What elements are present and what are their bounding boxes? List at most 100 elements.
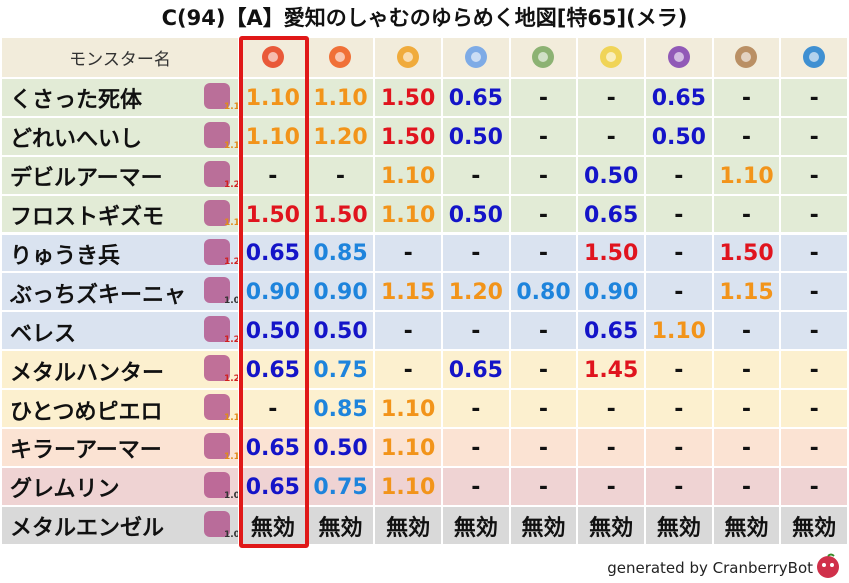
element-icon bbox=[441, 38, 509, 77]
value-cell: - bbox=[779, 390, 847, 429]
monster-name: ひとつめピエロ bbox=[10, 399, 163, 425]
monster-name: りゅうき兵 bbox=[10, 243, 121, 269]
value-cell: 0.50 bbox=[305, 312, 374, 352]
value-cell: - bbox=[441, 234, 509, 274]
value-cell: - bbox=[644, 429, 712, 468]
value-cell: 0.65 bbox=[238, 429, 306, 468]
element-glyph bbox=[532, 46, 555, 69]
element-glyph bbox=[261, 46, 284, 69]
value-cell: - bbox=[305, 156, 374, 196]
table-row: グレムリン 1.0 0.65 0.75 1.10- - - - - - bbox=[2, 465, 847, 507]
value-cell: 無効 bbox=[644, 506, 712, 546]
value-cell: 0.50 bbox=[576, 156, 644, 196]
value-cell: - bbox=[711, 390, 780, 429]
value-cell: 1.50 bbox=[305, 195, 374, 235]
table-row: ひとつめピエロ 1.1-0.85 1.10- - - - - - bbox=[2, 388, 847, 429]
monster-name: どれいへいし bbox=[10, 127, 143, 153]
value-cell: - bbox=[441, 429, 509, 468]
monster-name: くさった死体 bbox=[10, 88, 143, 114]
value-cell: - bbox=[779, 429, 847, 468]
value-cell: 1.15 bbox=[373, 273, 441, 313]
value-cell: - bbox=[441, 312, 509, 352]
value-cell: - bbox=[644, 234, 712, 274]
value-cell: 無効 bbox=[779, 506, 847, 546]
monster-icon bbox=[204, 394, 230, 421]
multiplier-badge: 1.2 bbox=[224, 374, 240, 385]
value-cell: - bbox=[711, 467, 780, 507]
element-glyph bbox=[735, 46, 758, 69]
bot-icon bbox=[817, 553, 839, 578]
multiplier-badge: 1.1 bbox=[224, 451, 240, 462]
value-cell: - bbox=[644, 156, 712, 196]
value-cell: 1.10 bbox=[373, 429, 441, 468]
value-cell: 無効 bbox=[576, 506, 644, 546]
value-cell: - bbox=[373, 234, 441, 274]
table-row: くさった死体 1.1 1.10 1.10 1.50 0.65- -0.65- - bbox=[2, 76, 847, 118]
element-glyph bbox=[329, 46, 352, 69]
table-row: どれいへいし 1.1 1.10 1.20 1.50 0.50- -0.50- - bbox=[2, 115, 847, 157]
monster-icon bbox=[204, 121, 230, 148]
value-cell: - bbox=[779, 78, 847, 118]
value-cell: - bbox=[779, 234, 847, 274]
value-cell: 無効 bbox=[305, 506, 374, 546]
value-cell: 1.50 bbox=[373, 117, 441, 157]
table-row: フロストギズモ 1.1 1.50 1.50 1.10 0.50-0.65- - - bbox=[2, 193, 847, 235]
multiplier-badge: 1.1 bbox=[224, 101, 240, 112]
monster-name: メタルハンター bbox=[10, 360, 165, 386]
value-cell: - bbox=[576, 429, 644, 468]
value-cell: - bbox=[711, 429, 780, 468]
value-cell: 1.15 bbox=[711, 273, 780, 313]
element-icon bbox=[238, 38, 306, 77]
value-cell: - bbox=[508, 234, 577, 274]
value-cell: - bbox=[238, 390, 306, 429]
value-cell: - bbox=[508, 390, 577, 429]
value-cell: 1.10 bbox=[644, 312, 712, 352]
value-cell: 0.65 bbox=[644, 78, 712, 118]
value-cell: - bbox=[711, 78, 780, 118]
value-cell: - bbox=[779, 273, 847, 313]
element-glyph bbox=[803, 46, 826, 69]
element-glyph bbox=[600, 46, 623, 69]
value-cell: 1.10 bbox=[373, 195, 441, 235]
value-cell: 0.50 bbox=[305, 429, 374, 468]
value-cell: 0.50 bbox=[644, 117, 712, 157]
value-cell: - bbox=[711, 351, 780, 391]
highlight-box bbox=[239, 36, 309, 548]
value-cell: - bbox=[508, 78, 577, 118]
multiplier-badge: 1.2 bbox=[224, 335, 240, 346]
value-cell: - bbox=[576, 390, 644, 429]
table-row: ぶっちズキーニャ 1.0 0.90 0.90 1.15 1.20 0.80 0.90-1.15… bbox=[2, 271, 847, 313]
value-cell: 1.50 bbox=[373, 78, 441, 118]
value-cell: 0.85 bbox=[305, 234, 374, 274]
monster-icon bbox=[204, 355, 230, 382]
value-cell: 1.20 bbox=[305, 117, 374, 157]
monster-icon bbox=[204, 82, 230, 109]
element-glyph bbox=[464, 46, 487, 69]
value-cell: - bbox=[576, 78, 644, 118]
multiplier-badge: 1.1 bbox=[224, 412, 240, 423]
element-icon bbox=[576, 38, 644, 77]
element-icon bbox=[644, 38, 712, 77]
footer: generated by CranberryBot bbox=[607, 559, 813, 577]
value-cell: - bbox=[508, 312, 577, 352]
value-cell: 0.50 bbox=[238, 312, 306, 352]
value-cell: - bbox=[711, 195, 780, 235]
value-cell: 1.10 bbox=[711, 156, 780, 196]
monster-name: ベレス bbox=[10, 321, 77, 347]
monster-icon bbox=[204, 199, 230, 226]
value-cell: - bbox=[644, 351, 712, 391]
multiplier-badge: 1.2 bbox=[224, 257, 240, 268]
multiplier-badge: 1.0 bbox=[224, 529, 240, 540]
value-cell: 無効 bbox=[711, 506, 780, 546]
value-cell: 1.10 bbox=[373, 467, 441, 507]
value-cell: 1.50 bbox=[576, 234, 644, 274]
element-icon bbox=[305, 38, 374, 77]
value-cell: - bbox=[508, 156, 577, 196]
value-cell: 無効 bbox=[441, 506, 509, 546]
table-row: メタルハンター 1.2 0.65 0.75-0.65-1.45- - - bbox=[2, 349, 847, 391]
monster-icon bbox=[204, 433, 230, 459]
value-cell: - bbox=[644, 273, 712, 313]
multiplier-badge: 1.1 bbox=[224, 218, 240, 229]
element-glyph bbox=[667, 46, 690, 69]
